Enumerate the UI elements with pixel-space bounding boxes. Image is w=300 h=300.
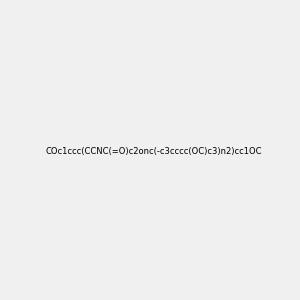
Text: COc1ccc(CCNC(=O)c2onc(-c3cccc(OC)c3)n2)cc1OC: COc1ccc(CCNC(=O)c2onc(-c3cccc(OC)c3)n2)c… (46, 147, 262, 156)
